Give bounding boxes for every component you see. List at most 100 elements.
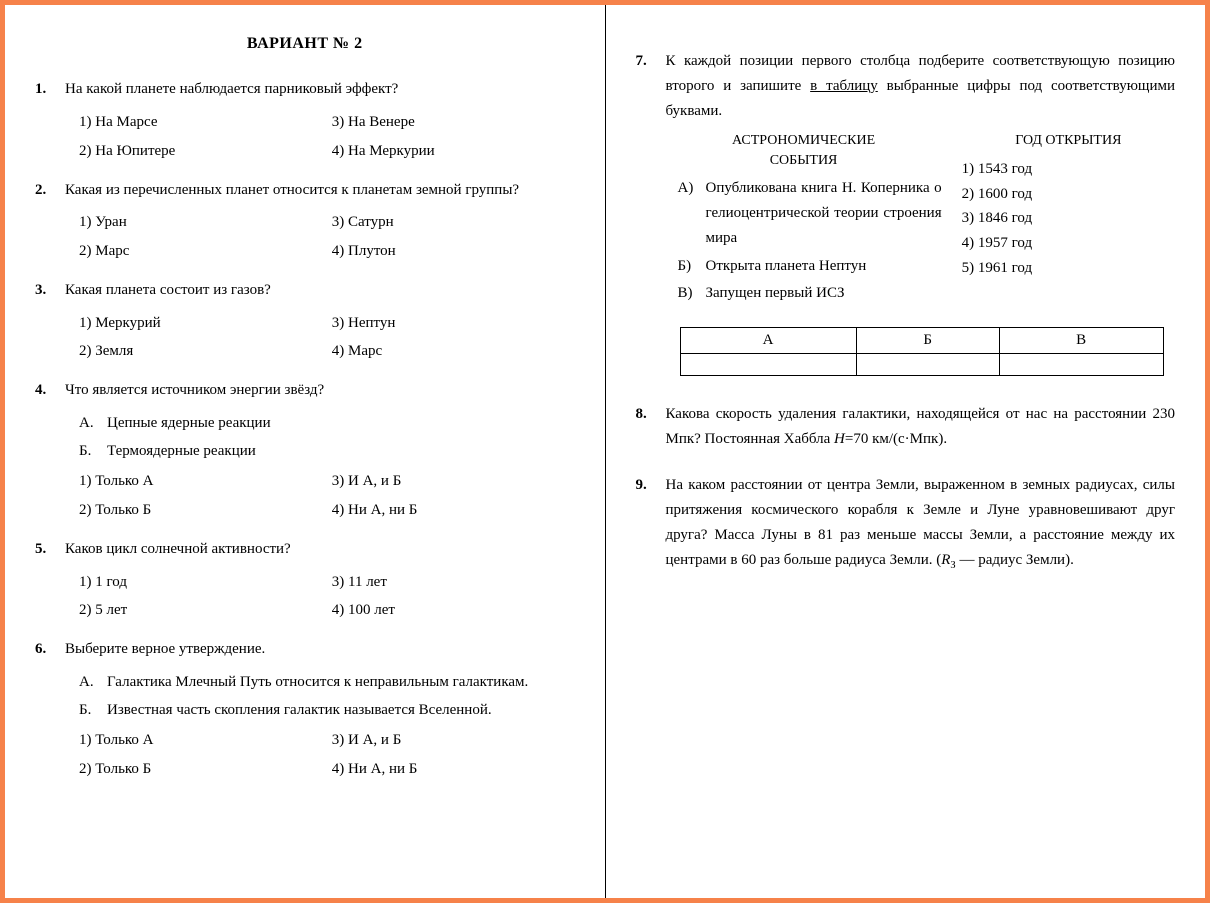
option: 3) Нептун [332,311,575,336]
options: 1) Уран 3) Сатурн 2) Марс 4) Плутон [65,210,575,264]
statements: А. Цепные ядерные реакции Б. Термоядерны… [65,411,575,464]
header-line: СОБЫТИЯ [770,153,838,168]
option: 4) 100 лет [332,598,575,623]
statement-a: А. Галактика Млечный Путь относится к не… [79,670,575,695]
header-line: АСТРОНОМИЧЕСКИЕ [732,133,875,148]
option: 2) 5 лет [79,598,322,623]
question-5: 5. Каков цикл солнечной активности? 1) 1… [35,537,575,623]
worksheet: ВАРИАНТ № 2 1. На какой планете наблюдае… [5,5,1205,898]
option: 2) Только Б [79,757,322,782]
table-header: Б [856,328,999,354]
question-body: Какова скорость удаления галактики, нахо… [666,402,1176,460]
question-3: 3. Какая планета состоит из газов? 1) Ме… [35,278,575,364]
question-body: На какой планете наблюдается парниковый … [65,77,575,163]
statement-label: Б. [79,698,107,723]
option: 2) Земля [79,339,322,364]
statement-label: Б. [79,439,107,464]
match-label: В) [678,281,706,306]
options: 1) Меркурий 3) Нептун 2) Земля 4) Марс [65,311,575,365]
question-text: Какова скорость удаления галактики, нахо… [666,402,1176,452]
option: 4) На Меркурии [332,139,575,164]
question-text: На какой планете наблюдается парниковый … [65,77,575,102]
statement-a: А. Цепные ядерные реакции [79,411,575,436]
option: 2) На Юпитере [79,139,322,164]
option: 3) Сатурн [332,210,575,235]
option: 1) Уран [79,210,322,235]
statement-b: Б. Известная часть скопления галактик на… [79,698,575,723]
question-text: Какая из перечисленных планет относится … [65,178,575,203]
option: 1) На Марсе [79,110,322,135]
statement-text: Термоядерные реакции [107,439,575,464]
left-column: ВАРИАНТ № 2 1. На какой планете наблюдае… [5,5,606,898]
text-part: =70 км/(с·Мпк). [845,431,947,447]
statement-label: А. [79,411,107,436]
question-7: 7. К каждой позиции первого столбца подб… [636,49,1176,376]
question-2: 2. Какая из перечисленных планет относит… [35,178,575,264]
match-text: Открыта планета Нептун [706,254,942,279]
question-body: Каков цикл солнечной активности? 1) 1 го… [65,537,575,623]
question-text: Каков цикл солнечной активности? [65,537,575,562]
options: 1) Только А 3) И А, и Б 2) Только Б 4) Н… [65,728,575,782]
year-option: 1) 1543 год [962,157,1175,182]
answer-cell[interactable] [680,353,856,375]
statement-text: Известная часть скопления галактик назыв… [107,698,575,723]
option: 2) Марс [79,239,322,264]
question-number: 1. [35,77,65,163]
match-item-c: В) Запущен первый ИСЗ [666,281,942,306]
question-number: 7. [636,49,666,376]
options: 1) На Марсе 3) На Венере 2) На Юпитере 4… [65,110,575,164]
match-columns: АСТРОНОМИЧЕСКИЕ СОБЫТИЯ А) Опубликована … [666,131,1176,309]
question-1: 1. На какой планете наблюдается парников… [35,77,575,163]
match-text: Запущен первый ИСЗ [706,281,942,306]
match-item-a: А) Опубликована книга Н. Коперника о ге­… [666,176,942,250]
option: 3) На Венере [332,110,575,135]
text-underline: в таблицу [810,78,878,94]
question-number: 3. [35,278,65,364]
question-8: 8. Какова скорость удаления галактики, н… [636,402,1176,460]
question-number: 5. [35,537,65,623]
option: 3) 11 лет [332,570,575,595]
right-column: 7. К каждой позиции первого столбца подб… [606,5,1206,898]
option: 1) Меркурий [79,311,322,336]
answer-cell[interactable] [999,353,1163,375]
question-text: На каком расстоянии от центра Земли, выр… [666,473,1176,574]
year-options: 1) 1543 год 2) 1600 год 3) 1846 год 4) 1… [962,157,1175,281]
year-option: 2) 1600 год [962,182,1175,207]
question-body: Выберите верное утверждение. А. Галактик… [65,637,575,782]
answer-cell[interactable] [856,353,999,375]
match-label: Б) [678,254,706,279]
question-body: Какая из перечисленных планет относится … [65,178,575,264]
option: 1) Только А [79,469,322,494]
text-part: На каком расстоянии от центра Земли, выр… [666,477,1176,567]
statement-b: Б. Термоядерные реакции [79,439,575,464]
question-body: К каждой позиции первого столбца подбери… [666,49,1176,376]
question-text: Какая планета состоит из газов? [65,278,575,303]
year-option: 5) 1961 год [962,256,1175,281]
variable-h: H [834,431,845,447]
table-header-row: А Б В [680,328,1163,354]
match-item-b: Б) Открыта планета Нептун [666,254,942,279]
question-number: 6. [35,637,65,782]
option: 3) И А, и Б [332,728,575,753]
match-right-col: ГОД ОТКРЫТИЯ 1) 1543 год 2) 1600 год 3) … [962,131,1175,309]
variant-title: ВАРИАНТ № 2 [35,31,575,57]
question-text: Выберите верное утверждение. [65,637,575,662]
match-left-col: АСТРОНОМИЧЕСКИЕ СОБЫТИЯ А) Опубликована … [666,131,942,309]
year-option: 4) 1957 год [962,231,1175,256]
match-text: Опубликована книга Н. Коперника о ге­лио… [706,176,942,250]
match-header-right: ГОД ОТКРЫТИЯ [962,131,1175,151]
option: 4) Ни А, ни Б [332,498,575,523]
match-label: А) [678,176,706,250]
question-body: Какая планета состоит из газов? 1) Мерку… [65,278,575,364]
options: 1) 1 год 3) 11 лет 2) 5 лет 4) 100 лет [65,570,575,624]
year-option: 3) 1846 год [962,206,1175,231]
question-number: 4. [35,378,65,523]
question-text: Что является источником энергии звёзд? [65,378,575,403]
statements: А. Галактика Млечный Путь относится к не… [65,670,575,723]
question-number: 9. [636,473,666,582]
question-9: 9. На каком расстоянии от центра Земли, … [636,473,1176,582]
option: 2) Только Б [79,498,322,523]
question-text: К каждой позиции первого столбца подбери… [666,49,1176,123]
option: 3) И А, и Б [332,469,575,494]
question-6: 6. Выберите верное утверждение. А. Галак… [35,637,575,782]
